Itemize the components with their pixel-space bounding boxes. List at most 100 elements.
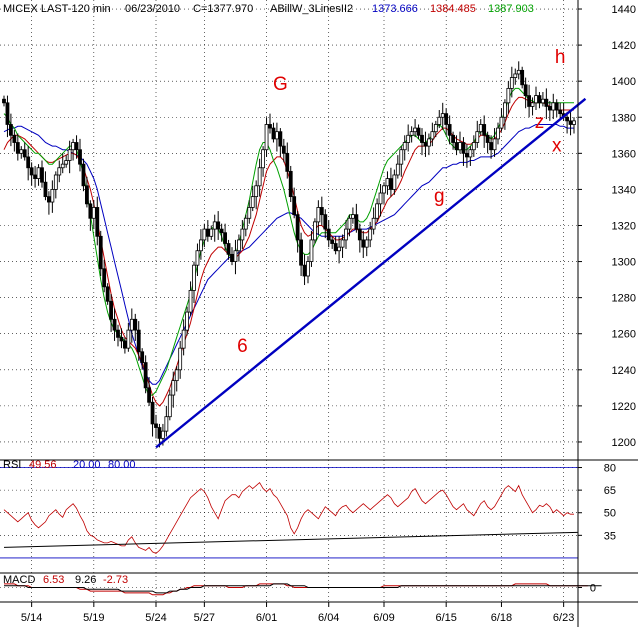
candle-body (572, 120, 576, 125)
candle-body (88, 203, 93, 219)
candle-body (385, 178, 390, 187)
y-tick-label: 1420 (612, 40, 636, 52)
candle-body (181, 329, 186, 349)
x-tick-label: 5/27 (194, 612, 215, 624)
y-tick-label: 1340 (612, 184, 636, 196)
candle-body (496, 127, 500, 140)
candle-body (461, 142, 466, 154)
candle-body (440, 113, 445, 118)
candle-body (333, 243, 338, 252)
candle-body (337, 246, 341, 252)
close-label: C=1377.970 (193, 3, 253, 15)
candle-body (530, 102, 535, 107)
rsi-value: 49.56 (29, 459, 57, 471)
candle-body (147, 387, 151, 403)
candle-body (423, 142, 428, 147)
candle-body (534, 95, 538, 104)
x-tick-label: 5/19 (83, 612, 104, 624)
candle-body (326, 228, 331, 241)
candle-body (50, 189, 55, 203)
candle-body (209, 228, 214, 237)
indicator-name: ABillW_3LinesII2 (270, 3, 353, 15)
candle-body (492, 138, 497, 151)
candle-body (554, 102, 559, 111)
candle-body (478, 124, 483, 133)
candle-body (537, 95, 542, 104)
rsi-title: RSI (3, 459, 21, 471)
candle-body (465, 152, 469, 158)
candle-body (230, 253, 234, 262)
candle-body (447, 124, 452, 136)
candle-body (430, 131, 435, 140)
candle-body (102, 268, 107, 288)
candle-body (33, 174, 37, 179)
candle-body (81, 163, 86, 187)
annotation-label: g (434, 186, 445, 207)
candle-body (98, 235, 103, 270)
candle-body (340, 239, 345, 248)
x-tick-label: 6/18 (491, 612, 512, 624)
candle-body (516, 69, 521, 75)
y-tick-label: 1440 (612, 4, 636, 16)
candle-body (29, 167, 34, 176)
candle-body (427, 138, 431, 147)
macd-line-2 (4, 583, 602, 594)
x-tick-label: 6/15 (435, 612, 456, 624)
candle-body (22, 149, 27, 158)
candle-body (288, 170, 293, 198)
annotation-label: z (535, 112, 545, 133)
macd-signal: 9.26 (75, 574, 96, 586)
candle-body (475, 131, 480, 143)
y-tick-label: 1400 (612, 76, 636, 88)
candle-body (64, 160, 69, 165)
candle-body (164, 416, 169, 432)
rsi-y-tick-label: 35 (604, 530, 616, 542)
candle-body (167, 394, 172, 418)
candle-body (275, 131, 279, 140)
candle-body (243, 217, 248, 230)
candle-body (503, 102, 507, 118)
candle-body (19, 149, 24, 154)
candle-body (402, 142, 407, 151)
candle-body (247, 207, 252, 219)
candle-body (105, 286, 110, 302)
candle-body (60, 163, 65, 169)
candle-body (319, 207, 324, 216)
y-tick-label: 1300 (612, 257, 636, 269)
candle-body (53, 174, 58, 190)
candle-body (133, 318, 138, 331)
candle-body (237, 239, 241, 252)
x-tick-label: 5/24 (145, 612, 166, 624)
candle-body (354, 214, 359, 230)
annotation-label: 6 (237, 336, 248, 357)
chart-date: 06/23/2010 (125, 3, 180, 15)
candle-body (437, 116, 442, 125)
candle-body (344, 228, 348, 241)
candle-body (254, 185, 259, 198)
candle-body (67, 149, 72, 161)
candle-body (368, 228, 373, 241)
candle-body (568, 120, 573, 125)
y-tick-label: 1320 (612, 220, 636, 232)
candle-body (268, 124, 272, 129)
trendline (155, 97, 587, 449)
rsi-trendline (3, 531, 578, 548)
candle-body (192, 264, 196, 291)
candle-body (406, 134, 411, 143)
candle-body (399, 149, 404, 165)
candle-body (195, 250, 200, 266)
candle-body (468, 149, 473, 158)
candle-body (15, 142, 20, 154)
candle-body (150, 401, 155, 425)
candle-body (395, 163, 400, 176)
candle-body (57, 167, 62, 176)
candle-body (9, 124, 13, 136)
candle-body (136, 329, 141, 353)
candle-body (551, 102, 556, 111)
x-tick-label: 6/01 (256, 612, 277, 624)
candle-body (299, 239, 303, 266)
candle-body (26, 156, 31, 169)
chart-title: MICEX LAST-120 min (3, 3, 111, 15)
candle-body (40, 167, 44, 183)
candle-body (413, 127, 417, 133)
